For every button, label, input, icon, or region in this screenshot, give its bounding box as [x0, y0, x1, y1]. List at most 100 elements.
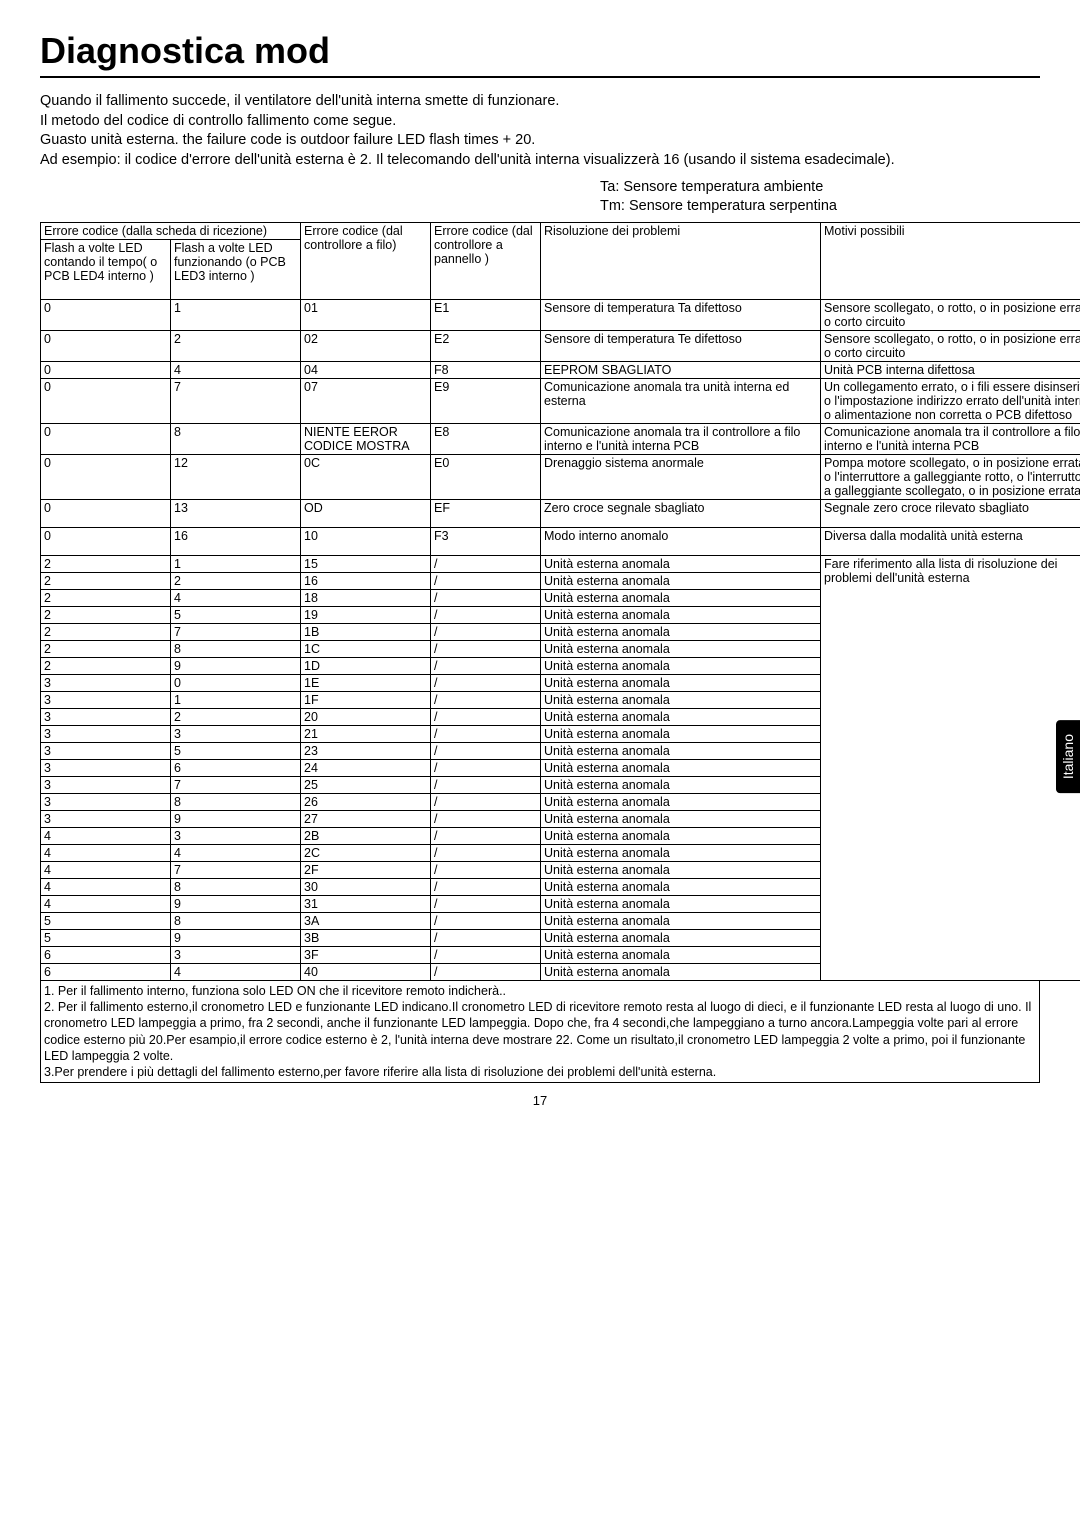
table-cell: 0	[41, 361, 171, 378]
table-cell: 4	[171, 589, 301, 606]
table-cell: 24	[301, 759, 431, 776]
table-cell: /	[431, 912, 541, 929]
table-cell: /	[431, 691, 541, 708]
table-cell: 6	[171, 759, 301, 776]
table-cell: OD	[301, 499, 431, 527]
table-cell: 1	[171, 299, 301, 330]
table-cell: Unità esterna anomala	[541, 844, 821, 861]
table-cell: 3A	[301, 912, 431, 929]
error-code-table: Errore codice (dalla scheda di ricezione…	[40, 222, 1080, 981]
table-row: 0404F8EEPROM SBAGLIATOUnità PCB interna …	[41, 361, 1080, 378]
table-cell: 0	[41, 454, 171, 499]
table-cell: Unità esterna anomala	[541, 793, 821, 810]
table-cell: 2F	[301, 861, 431, 878]
table-cell: 1D	[301, 657, 431, 674]
table-cell: 2	[41, 555, 171, 572]
table-cell: /	[431, 572, 541, 589]
table-cell: 2	[41, 572, 171, 589]
table-cell: E0	[431, 454, 541, 499]
table-cell: E9	[431, 378, 541, 423]
header-sub1: Flash a volte LED contando il tempo( o P…	[41, 239, 171, 299]
table-cell: Unità esterna anomala	[541, 640, 821, 657]
table-cell: 2B	[301, 827, 431, 844]
table-cell: 23	[301, 742, 431, 759]
table-cell: Segnale zero croce rilevato sbagliato	[821, 499, 1080, 527]
table-cell: 16	[171, 527, 301, 555]
table-cell: 6	[41, 946, 171, 963]
table-cell: 3F	[301, 946, 431, 963]
table-cell: /	[431, 708, 541, 725]
table-cell: 8	[171, 640, 301, 657]
table-cell: /	[431, 759, 541, 776]
table-cell: E8	[431, 423, 541, 454]
table-row: 08NIENTE EEROR CODICE MOSTRAE8Comunicazi…	[41, 423, 1080, 454]
table-cell: 2	[171, 330, 301, 361]
table-cell: 4	[171, 844, 301, 861]
table-cell: Unità esterna anomala	[541, 895, 821, 912]
table-cell: 3	[41, 742, 171, 759]
table-cell: Unità esterna anomala	[541, 963, 821, 980]
table-cell: /	[431, 776, 541, 793]
table-cell: 4	[41, 878, 171, 895]
table-cell: Pompa motore scollegato, o in posizione …	[821, 454, 1080, 499]
intro-line: Ad esempio: il codice d'errore dell'unit…	[40, 151, 1040, 171]
table-cell: 7	[171, 861, 301, 878]
table-cell: 30	[301, 878, 431, 895]
table-cell: /	[431, 742, 541, 759]
table-cell: F3	[431, 527, 541, 555]
table-row: 0707E9Comunicazione anomala tra unità in…	[41, 378, 1080, 423]
table-cell: 26	[301, 793, 431, 810]
table-cell: 07	[301, 378, 431, 423]
table-cell: Diversa dalla modalità unità esterna	[821, 527, 1080, 555]
intro-line: Il metodo del codice di controllo fallim…	[40, 112, 1040, 132]
table-cell: 18	[301, 589, 431, 606]
table-cell: 0	[171, 674, 301, 691]
table-cell: 3	[171, 827, 301, 844]
table-cell: /	[431, 827, 541, 844]
legend-block: Ta: Sensore temperatura ambiente Tm: Sen…	[600, 178, 1040, 216]
table-cell: 8	[171, 912, 301, 929]
table-cell: 15	[301, 555, 431, 572]
table-cell: Unità esterna anomala	[541, 691, 821, 708]
table-cell: EEPROM SBAGLIATO	[541, 361, 821, 378]
table-cell: Un collegamento errato, o i fili essere …	[821, 378, 1080, 423]
table-row: 0101E1Sensore di temperatura Ta difettos…	[41, 299, 1080, 330]
table-cell: Unità esterna anomala	[541, 827, 821, 844]
table-cell: 7	[171, 623, 301, 640]
table-cell: 0C	[301, 454, 431, 499]
table-cell: NIENTE EEROR CODICE MOSTRA	[301, 423, 431, 454]
table-cell: 8	[171, 423, 301, 454]
table-cell: 1E	[301, 674, 431, 691]
table-cell: 40	[301, 963, 431, 980]
table-cell: Modo interno anomalo	[541, 527, 821, 555]
table-cell: 0	[41, 378, 171, 423]
table-cell: 7	[171, 378, 301, 423]
header-col3: Errore codice (dal controllore a filo)	[301, 222, 431, 299]
table-cell: 3B	[301, 929, 431, 946]
table-cell: 25	[301, 776, 431, 793]
table-cell: 20	[301, 708, 431, 725]
table-cell: /	[431, 606, 541, 623]
table-cell: Unità esterna anomala	[541, 674, 821, 691]
table-cell: 1	[171, 691, 301, 708]
table-cell: Unità esterna anomala	[541, 657, 821, 674]
table-cell: Unità esterna anomala	[541, 623, 821, 640]
table-cell: E2	[431, 330, 541, 361]
table-cell: /	[431, 878, 541, 895]
table-cell: 13	[171, 499, 301, 527]
table-cell: Comunicazione anomala tra il controllore…	[821, 423, 1080, 454]
table-cell: 5	[171, 606, 301, 623]
table-cell: Unità esterna anomala	[541, 708, 821, 725]
table-cell: Unità esterna anomala	[541, 861, 821, 878]
table-cell: 12	[171, 454, 301, 499]
table-cell: 10	[301, 527, 431, 555]
table-row: 2115/Unità esterna anomalaFare riferimen…	[41, 555, 1080, 572]
table-cell: 4	[41, 895, 171, 912]
table-cell: Unità PCB interna difettosa	[821, 361, 1080, 378]
table-cell: Unità esterna anomala	[541, 555, 821, 572]
table-row: 01610F3Modo interno anomaloDiversa dalla…	[41, 527, 1080, 555]
table-cell: 5	[171, 742, 301, 759]
table-cell: /	[431, 657, 541, 674]
table-cell: Comunicazione anomala tra unità interna …	[541, 378, 821, 423]
table-cell: 16	[301, 572, 431, 589]
